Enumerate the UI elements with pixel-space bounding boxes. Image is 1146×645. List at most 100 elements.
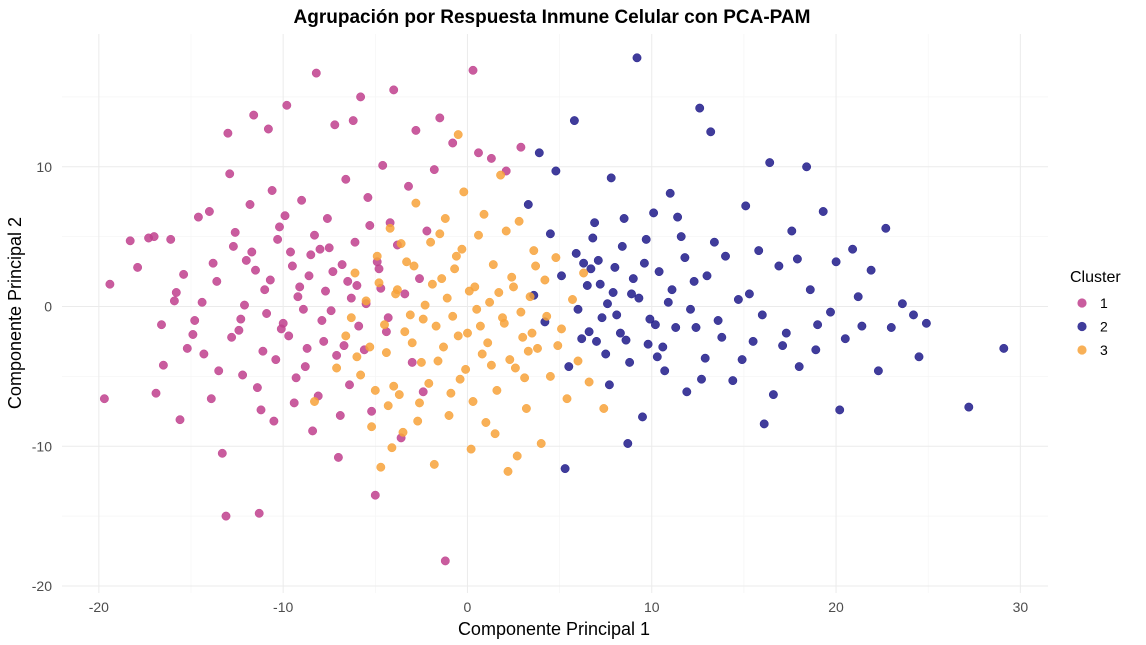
data-point-cluster-1 <box>252 383 262 393</box>
data-point-cluster-1 <box>263 124 273 134</box>
data-point-cluster-3 <box>394 390 404 400</box>
legend-items: 1 2 3 <box>1077 295 1108 358</box>
data-point-cluster-1 <box>343 276 353 286</box>
x-tick-label: 30 <box>1013 599 1029 615</box>
data-point-cluster-2 <box>571 248 581 258</box>
data-point-cluster-3 <box>474 230 483 240</box>
data-point-cluster-3 <box>488 260 498 270</box>
data-point-cluster-2 <box>623 439 633 448</box>
data-point-cluster-1 <box>370 490 380 500</box>
data-point-cluster-2 <box>759 419 769 429</box>
data-point-cluster-2 <box>639 258 649 268</box>
data-point-cluster-1 <box>234 325 244 335</box>
data-point-cluster-3 <box>427 279 437 289</box>
data-point-cluster-1 <box>221 511 231 521</box>
data-point-cluster-2 <box>619 214 629 223</box>
data-point-cluster-3 <box>520 373 530 383</box>
data-point-cluster-3 <box>545 371 555 381</box>
data-point-cluster-2 <box>650 320 660 330</box>
data-point-cluster-1 <box>389 85 399 95</box>
data-point-cluster-2 <box>573 304 583 314</box>
data-point-cluster-1 <box>287 261 297 271</box>
data-point-cluster-1 <box>284 331 294 341</box>
data-point-cluster-3 <box>507 272 517 282</box>
data-point-cluster-2 <box>617 241 627 251</box>
data-point-cluster-1 <box>317 316 327 325</box>
data-point-cluster-2 <box>671 323 681 332</box>
y-tick-label: -10 <box>32 438 52 454</box>
data-point-cluster-3 <box>398 427 408 437</box>
data-point-cluster-3 <box>352 352 362 362</box>
data-point-cluster-1 <box>302 343 312 353</box>
data-point-cluster-3 <box>531 261 541 271</box>
data-point-cluster-2 <box>680 253 690 263</box>
data-point-cluster-2 <box>634 293 644 303</box>
data-point-cluster-2 <box>582 281 592 290</box>
data-point-cluster-1 <box>247 247 257 257</box>
data-point-cluster-3 <box>400 327 410 337</box>
data-point-cluster-2 <box>831 257 841 267</box>
data-point-cluster-1 <box>254 508 264 518</box>
data-point-cluster-3 <box>383 401 393 411</box>
data-point-cluster-1 <box>311 68 321 78</box>
data-point-cluster-1 <box>133 262 143 272</box>
data-point-cluster-1 <box>151 388 161 398</box>
data-point-cluster-2 <box>848 244 858 254</box>
data-point-cluster-2 <box>721 251 730 261</box>
data-point-cluster-1 <box>400 289 410 299</box>
data-point-cluster-3 <box>346 313 356 323</box>
data-point-cluster-3 <box>455 374 465 384</box>
data-point-cluster-3 <box>463 328 472 338</box>
data-point-cluster-1 <box>282 100 292 110</box>
data-point-cluster-1 <box>149 232 159 242</box>
data-point-cluster-1 <box>238 370 248 380</box>
data-point-cluster-3 <box>579 268 589 278</box>
data-point-cluster-1 <box>516 142 526 152</box>
data-point-cluster-2 <box>588 233 598 243</box>
y-tick-label: 0 <box>44 299 52 315</box>
data-point-cluster-2 <box>603 299 612 309</box>
data-point-cluster-2 <box>826 307 835 317</box>
data-point-cluster-2 <box>628 274 638 284</box>
data-point-cluster-1 <box>321 286 330 296</box>
data-point-cluster-2 <box>597 313 607 323</box>
data-point-cluster-3 <box>483 338 493 348</box>
data-point-cluster-2 <box>665 188 675 198</box>
data-point-cluster-2 <box>866 265 876 275</box>
data-point-cluster-1 <box>354 321 364 331</box>
data-point-cluster-2 <box>881 223 891 233</box>
data-point-cluster-1 <box>295 282 305 292</box>
data-point-cluster-2 <box>590 218 600 228</box>
data-point-cluster-2 <box>595 279 605 289</box>
data-point-cluster-2 <box>737 355 747 365</box>
x-tick-label: 0 <box>464 599 472 615</box>
data-point-cluster-3 <box>490 429 500 439</box>
data-point-cluster-2 <box>787 226 797 236</box>
data-point-cluster-1 <box>269 416 279 426</box>
data-point-cluster-1 <box>193 212 203 222</box>
data-point-cluster-2 <box>695 103 705 113</box>
data-point-cluster-3 <box>492 385 502 395</box>
data-point-cluster-1 <box>197 297 207 307</box>
data-point-cluster-3 <box>451 251 461 261</box>
data-point-cluster-2 <box>676 232 686 242</box>
data-point-cluster-1 <box>363 193 373 202</box>
data-point-cluster-1 <box>157 320 166 330</box>
data-point-cluster-2 <box>805 285 815 295</box>
data-point-cluster-2 <box>610 262 620 272</box>
data-point-cluster-2 <box>627 289 636 299</box>
data-point-cluster-3 <box>332 363 342 373</box>
data-point-cluster-3 <box>475 321 485 331</box>
data-point-cluster-3 <box>573 356 583 366</box>
data-point-cluster-1 <box>260 285 270 295</box>
data-point-cluster-3 <box>389 381 399 391</box>
data-point-cluster-3 <box>505 355 515 365</box>
data-point-cluster-1 <box>267 186 277 195</box>
data-point-cluster-2 <box>606 173 616 183</box>
data-point-cluster-3 <box>435 229 445 239</box>
data-point-cluster-2 <box>741 201 751 211</box>
data-point-cluster-2 <box>813 320 823 330</box>
data-point-cluster-2 <box>523 200 533 209</box>
data-point-cluster-3 <box>459 187 469 197</box>
data-point-cluster-2 <box>702 271 712 281</box>
